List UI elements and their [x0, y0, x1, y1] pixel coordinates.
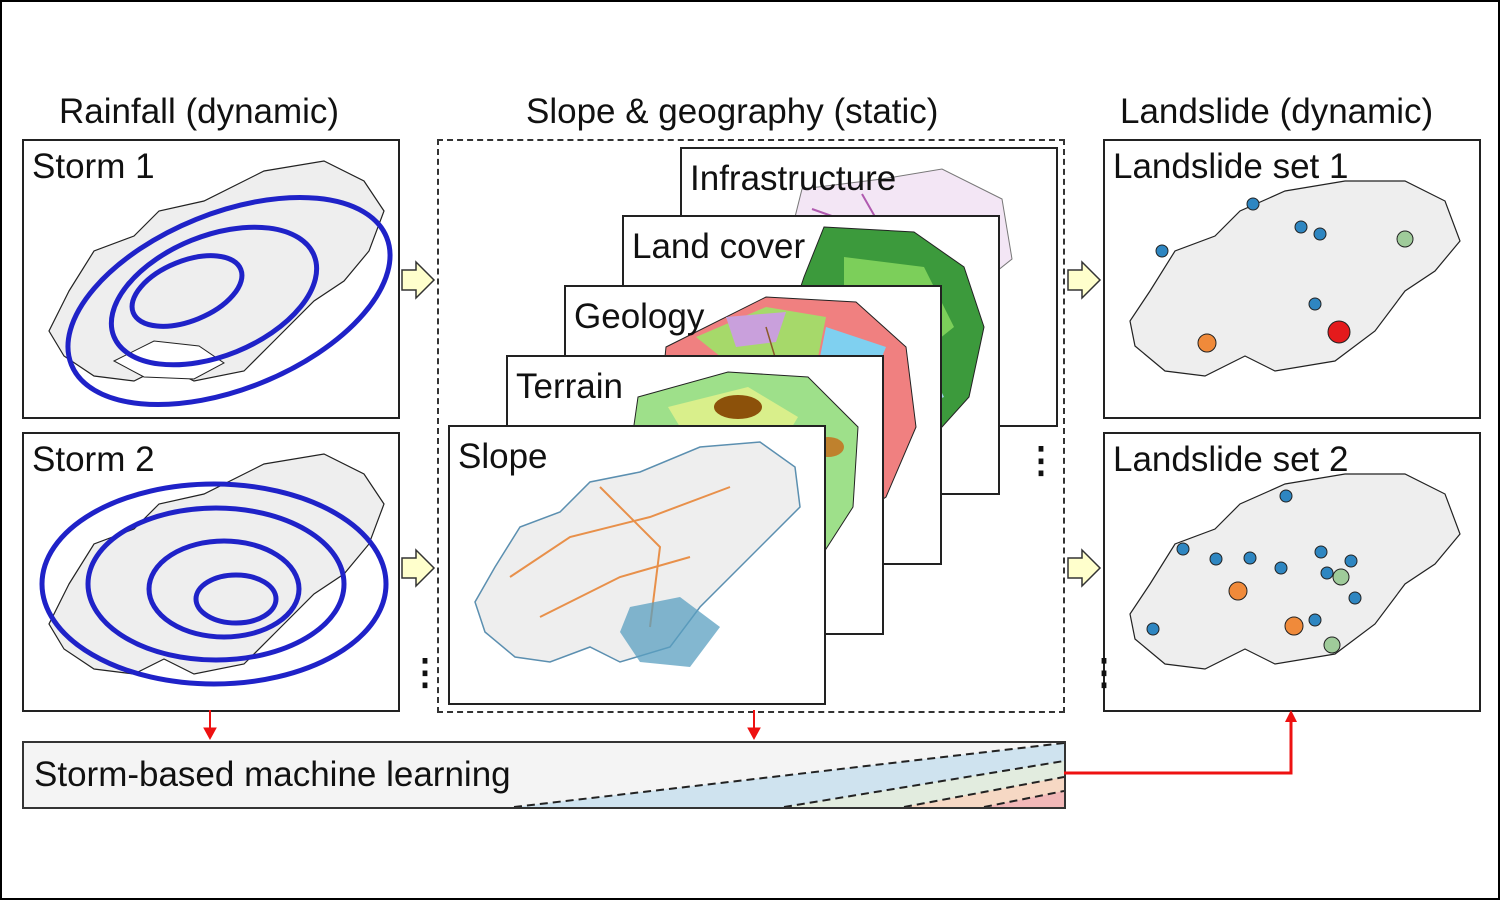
landslide-point: [1320, 566, 1334, 580]
landslide-point: [1348, 591, 1362, 605]
landslide-point: [1313, 227, 1327, 241]
landslide-point: [1279, 489, 1293, 503]
static-layers-container: [437, 139, 1065, 713]
arrow-right-icon: [401, 548, 436, 588]
landslide-2-map: [1129, 473, 1461, 670]
machine-learning-bar: Storm-based machine learning: [22, 741, 1066, 809]
connector-layers-to-ml: [747, 710, 761, 741]
landslide-point: [1323, 636, 1341, 654]
landslide-point: [1209, 552, 1223, 566]
more-landslides-ellipsis: ⋮: [1086, 654, 1122, 690]
rain-contour: [193, 572, 279, 626]
storm-panel-2: Storm 2: [22, 432, 400, 712]
landslide-label: Landslide set 2: [1113, 440, 1349, 479]
layer-label: Land cover: [632, 227, 806, 266]
landslide-heading: Landslide (dynamic): [1120, 92, 1434, 131]
storm-label: Storm 2: [32, 440, 155, 479]
landslide-point: [1274, 561, 1288, 575]
storm-panel-1: Storm 1: [22, 139, 400, 419]
landslide-point: [1246, 197, 1260, 211]
landslide-point: [1332, 568, 1350, 586]
landslide-point: [1294, 220, 1308, 234]
landslide-point: [1155, 244, 1169, 258]
layer-label: Geology: [574, 297, 705, 336]
ml-label: Storm-based machine learning: [34, 755, 511, 794]
connector-storm-to-ml: [203, 710, 217, 741]
landslide-panel-1: Landslide set 1: [1103, 139, 1481, 419]
rain-contour: [146, 538, 302, 640]
layer-label: Terrain: [516, 367, 623, 406]
rain-contour: [129, 253, 245, 329]
landslide-point: [1284, 616, 1304, 636]
storm-2-map: [39, 453, 389, 687]
landslide-point: [1176, 542, 1190, 556]
landslide-point: [1228, 581, 1248, 601]
arrow-right-icon: [1067, 260, 1102, 300]
landslide-point: [1314, 545, 1328, 559]
landslide-1-map: [1129, 180, 1461, 377]
arrow-right-icon: [401, 260, 436, 300]
landslide-panel-2: Landslide set 2: [1103, 432, 1481, 712]
rain-contour: [39, 481, 389, 687]
storm-1-map: [48, 160, 393, 408]
connector-ml-to-landslide: [1064, 710, 1297, 775]
storm-label: Storm 1: [32, 147, 155, 186]
slope-geography-heading: Slope & geography (static): [526, 92, 939, 131]
layer-label: Slope: [458, 437, 548, 476]
more-layers-ellipsis: ⋮: [1023, 439, 1059, 480]
landslide-point: [1197, 333, 1217, 353]
layer-slope: Slope: [448, 425, 826, 705]
landslide-point: [1344, 554, 1358, 568]
landslide-point: [1327, 320, 1351, 344]
arrow-right-icon: [1067, 548, 1102, 588]
rain-contour: [108, 224, 320, 368]
rain-contour: [65, 194, 393, 408]
landslide-point: [1308, 297, 1322, 311]
rainfall-heading: Rainfall (dynamic): [59, 92, 340, 131]
landslide-label: Landslide set 1: [1113, 147, 1349, 186]
more-storms-ellipsis: ⋮: [407, 651, 443, 692]
landslide-point: [1308, 613, 1322, 627]
landslide-point: [1243, 551, 1257, 565]
ml-bands: [513, 743, 1064, 807]
landslide-point: [1146, 622, 1160, 636]
layer-label: Infrastructure: [690, 159, 897, 198]
rain-contour: [85, 505, 347, 663]
landslide-point: [1396, 230, 1414, 248]
